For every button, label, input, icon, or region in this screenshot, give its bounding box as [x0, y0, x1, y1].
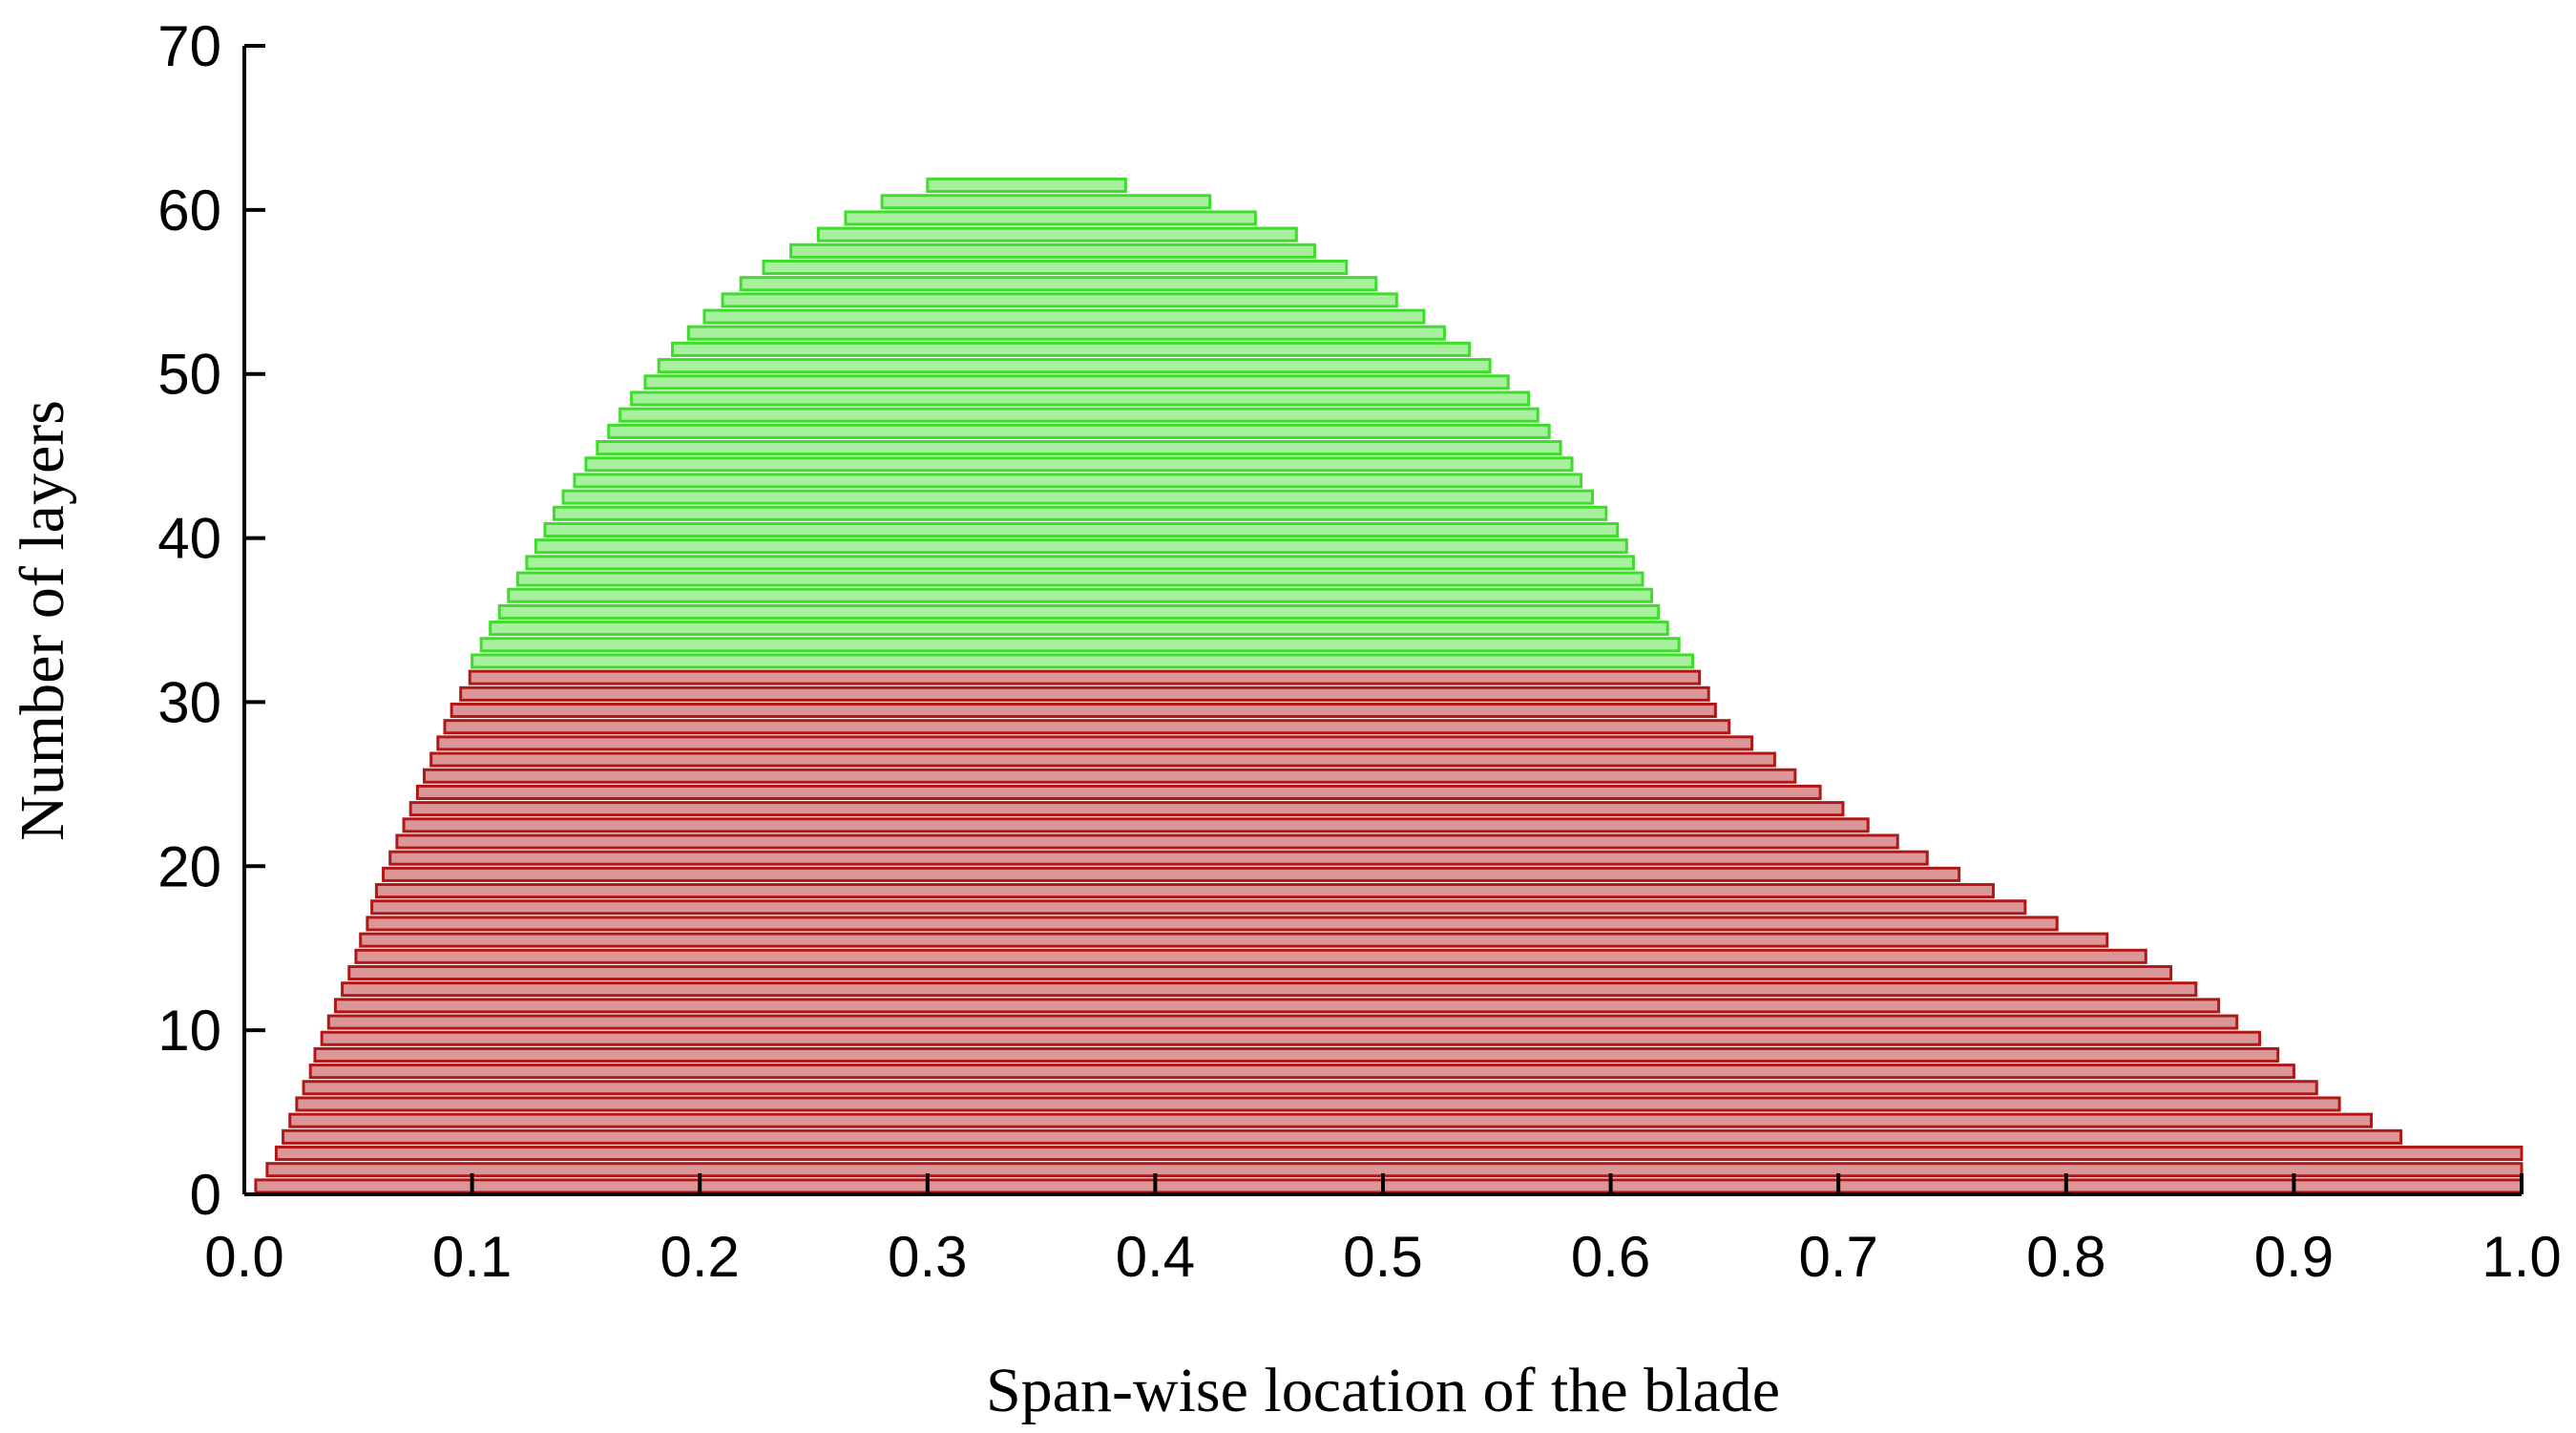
layer-bar [926, 178, 1127, 194]
layer-bar [607, 423, 1551, 439]
layer-bar [816, 226, 1298, 242]
y-tick-label: 30 [157, 670, 221, 734]
x-tick-label: 0.4 [1116, 1225, 1195, 1289]
x-tick-label: 0.2 [660, 1225, 739, 1289]
layer-bar [525, 555, 1635, 571]
layer-bar [320, 1030, 2262, 1046]
layer-bar [844, 210, 1257, 226]
layer-bar [507, 587, 1654, 603]
x-tick-label: 0.5 [1343, 1225, 1422, 1289]
layer-bar [552, 505, 1608, 521]
x-tick-label: 0.6 [1571, 1225, 1650, 1289]
layer-bar [479, 637, 1681, 653]
layer-bar [347, 964, 2173, 981]
x-tick-label: 0.8 [2026, 1225, 2105, 1289]
layer-bar [429, 751, 1776, 768]
layer-bar [359, 932, 2109, 948]
layer-bar [789, 242, 1316, 259]
layer-bar [543, 521, 1620, 538]
layer-bar [561, 489, 1595, 505]
y-axis-title: Number of layers [8, 400, 77, 841]
layer-bar [388, 850, 1929, 866]
layer-bar [468, 669, 1702, 685]
x-tick-label: 0.3 [888, 1225, 967, 1289]
layer-bar [333, 998, 2221, 1014]
layer-bar [643, 374, 1510, 390]
x-tick-label: 0.9 [2254, 1225, 2334, 1289]
layer-bar [326, 1014, 2239, 1030]
layer-bar [596, 440, 1562, 456]
x-axis-title: Span-wise location of the blade [986, 1356, 1780, 1425]
layer-bar [382, 866, 1961, 882]
layer-bar [274, 1146, 2524, 1162]
layer-bar [671, 341, 1472, 357]
y-tick-label: 60 [157, 179, 221, 242]
layer-bar [436, 735, 1754, 751]
layer-bar [415, 784, 1822, 800]
layer-bar [288, 1112, 2374, 1128]
y-tick-label: 20 [157, 834, 221, 898]
layer-bar [295, 1096, 2341, 1112]
layer-bar [402, 817, 1870, 833]
layer-bar [739, 276, 1378, 292]
layer-bar [450, 702, 1717, 719]
layer-bar [313, 1046, 2280, 1063]
layer-bar [686, 325, 1446, 341]
layer-bar [443, 719, 1731, 735]
layer-bar [657, 358, 1492, 374]
layer-bar [573, 473, 1583, 489]
layer-bar [374, 883, 1995, 899]
layer-bar [534, 538, 1628, 555]
x-tick-label: 1.0 [2482, 1225, 2561, 1289]
layer-bar [762, 259, 1349, 276]
y-tick-label: 0 [190, 1163, 221, 1227]
layer-bar [459, 685, 1710, 702]
x-tick-label: 0.7 [1798, 1225, 1877, 1289]
layer-bar [618, 407, 1539, 423]
y-tick-label: 10 [157, 999, 221, 1063]
layer-bar [254, 1178, 2524, 1194]
y-tick-label: 50 [157, 343, 221, 407]
layer-bar [366, 916, 2059, 932]
layer-bar [422, 768, 1797, 784]
layer-bar [302, 1080, 2318, 1096]
x-tick-label: 0.1 [432, 1225, 512, 1289]
layer-bar [308, 1064, 2295, 1080]
layer-bar [471, 653, 1694, 669]
layer-bar [370, 899, 2027, 916]
layer-bar [630, 390, 1531, 407]
layer-bar [282, 1128, 2403, 1145]
y-tick-label: 40 [157, 507, 221, 571]
layer-bar [721, 292, 1398, 308]
layer-bar [515, 571, 1644, 587]
y-tick-label: 70 [157, 14, 221, 78]
layer-bar [497, 603, 1661, 620]
layer-bar [341, 981, 2198, 998]
layer-bar [395, 833, 1899, 850]
layer-bar [702, 308, 1426, 325]
x-tick-label: 0.0 [204, 1225, 283, 1289]
layer-bar [354, 948, 2147, 964]
layer-bar [584, 456, 1574, 473]
layer-bar [489, 621, 1669, 637]
layer-bar [265, 1162, 2524, 1178]
layer-bar [880, 194, 1212, 210]
layer-bar [408, 801, 1845, 817]
